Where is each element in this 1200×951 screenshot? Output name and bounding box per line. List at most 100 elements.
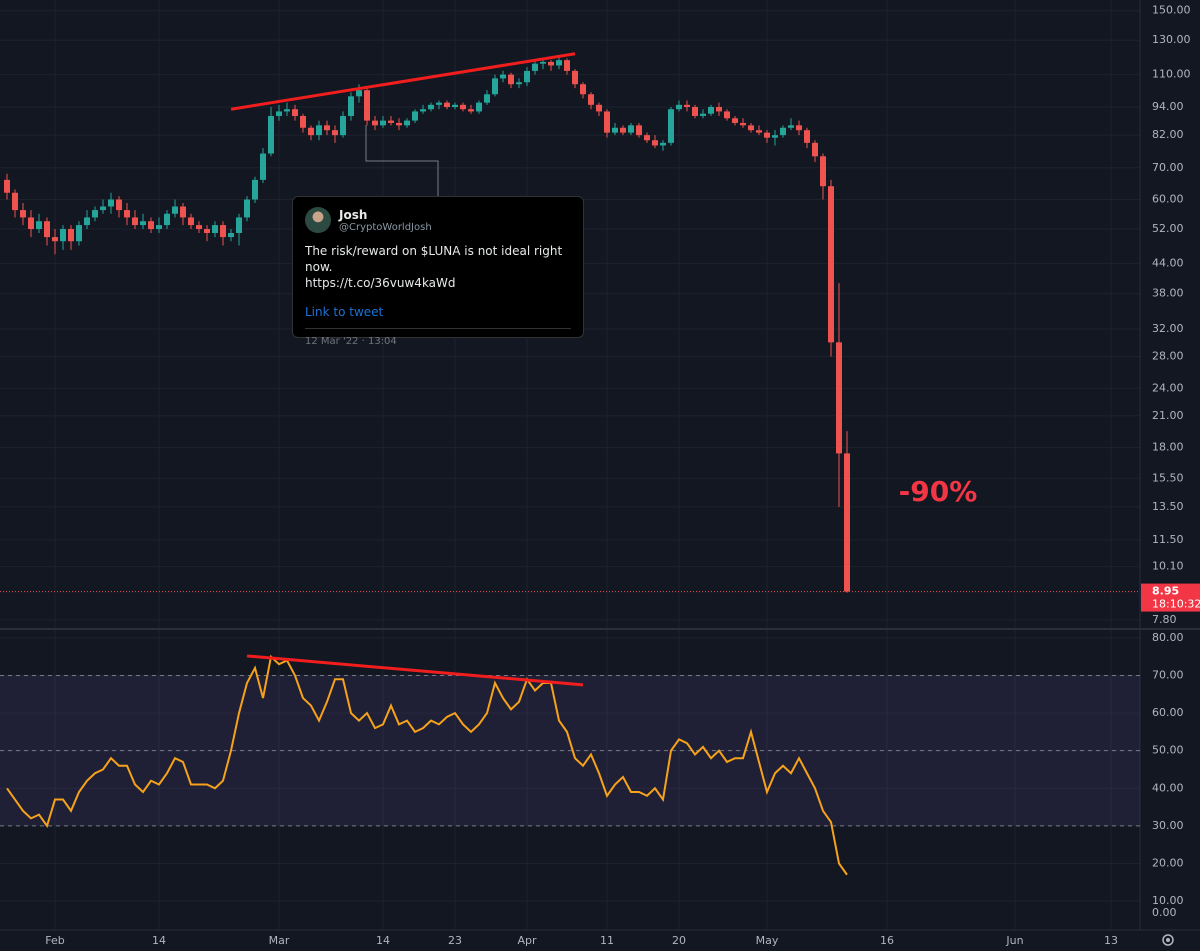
- tweet-url[interactable]: https://t.co/36vuw4kaWd: [305, 276, 456, 290]
- y-tick-label: 82.00: [1152, 128, 1184, 141]
- candle-body: [620, 127, 626, 133]
- candle-body: [252, 179, 258, 200]
- tweet-connector: [365, 125, 439, 196]
- y-tick-label: 18.00: [1152, 441, 1184, 454]
- candle-body: [828, 186, 834, 343]
- y-tick-label: 10.10: [1152, 560, 1184, 573]
- x-tick-label: 14: [376, 934, 390, 947]
- x-tick-label: 13: [1104, 934, 1118, 947]
- candle-body: [460, 104, 466, 110]
- y-tick-label: 32.00: [1152, 322, 1184, 335]
- x-tick-label: Jun: [1005, 934, 1023, 947]
- x-tick-label: 16: [880, 934, 894, 947]
- candle-body: [500, 74, 506, 79]
- candle-body: [356, 90, 362, 97]
- candle-body: [44, 221, 50, 238]
- candle-body: [124, 210, 130, 218]
- candle-body: [652, 140, 658, 146]
- candle-body: [788, 125, 794, 128]
- candle-body: [236, 217, 242, 234]
- x-tick-label: Feb: [45, 934, 64, 947]
- candle-body: [284, 109, 290, 112]
- candle-body: [372, 120, 378, 126]
- y-tick-label: 13.50: [1152, 500, 1184, 513]
- candle-body: [772, 135, 778, 138]
- x-tick-label: Mar: [269, 934, 290, 947]
- last-price-box: [1141, 583, 1200, 612]
- candle-body: [820, 156, 826, 187]
- y-tick-label: 15.50: [1152, 471, 1184, 484]
- candle-body: [732, 118, 738, 123]
- trendline: [246, 654, 584, 687]
- candle-body: [524, 70, 530, 83]
- x-tick-label: 11: [600, 934, 614, 947]
- x-tick-label: Apr: [517, 934, 537, 947]
- candle-body: [540, 61, 546, 64]
- y-tick-label: 110.00: [1152, 68, 1191, 81]
- x-tick-label: 23: [448, 934, 462, 947]
- y-tick-label: 52.00: [1152, 222, 1184, 235]
- rsi-tick-label: 70.00: [1152, 668, 1184, 681]
- candle-body: [812, 142, 818, 157]
- candle-body: [716, 107, 722, 112]
- candle-body: [52, 237, 58, 242]
- candle-body: [308, 127, 314, 136]
- candle-body: [212, 225, 218, 234]
- avatar: [305, 207, 331, 233]
- rsi-tick-label: 40.00: [1152, 781, 1184, 794]
- candle-body: [692, 107, 698, 116]
- candle-body: [572, 70, 578, 85]
- candle-body: [132, 217, 138, 226]
- candle-body: [420, 109, 426, 112]
- candle-body: [628, 125, 634, 133]
- candle-body: [836, 342, 842, 454]
- candle-body: [380, 120, 386, 126]
- drop-annotation: -90%: [899, 475, 978, 508]
- candle-body: [844, 453, 850, 592]
- candle-body: [780, 127, 786, 136]
- y-tick-label: 60.00: [1152, 193, 1184, 206]
- candle-body: [468, 109, 474, 112]
- candle-body: [268, 115, 274, 154]
- y-tick-label: 24.00: [1152, 381, 1184, 394]
- tweet-link[interactable]: Link to tweet: [305, 305, 384, 319]
- y-tick-label: 21.00: [1152, 409, 1184, 422]
- tweet-card: Josh @CryptoWorldJosh The risk/reward on…: [292, 196, 584, 347]
- candle-body: [148, 221, 154, 230]
- candle-body: [404, 120, 410, 126]
- candle-body: [196, 225, 202, 230]
- candle-body: [156, 225, 162, 230]
- candle-body: [612, 127, 618, 133]
- candle-body: [108, 199, 114, 207]
- candle-body: [748, 125, 754, 131]
- candle-body: [388, 120, 394, 123]
- candle-body: [36, 221, 42, 230]
- settings-icon[interactable]: [1162, 934, 1174, 946]
- candle-body: [476, 102, 482, 112]
- candle-body: [436, 102, 442, 105]
- candle-body: [588, 94, 594, 105]
- candle-body: [76, 225, 82, 242]
- candle-body: [724, 111, 730, 119]
- candle-body: [740, 122, 746, 126]
- candle-body: [228, 233, 234, 238]
- candle-body: [316, 125, 322, 136]
- tweet-text: The risk/reward on $LUNA is not ideal ri…: [305, 244, 563, 274]
- y-tick-label: 28.00: [1152, 350, 1184, 363]
- candle-body: [20, 210, 26, 218]
- candle-body: [596, 104, 602, 112]
- tweet-author: Josh: [339, 207, 368, 222]
- y-tick-label: 130.00: [1152, 33, 1191, 46]
- trendline: [230, 52, 576, 111]
- candle-body: [700, 113, 706, 116]
- candle-body: [92, 210, 98, 218]
- candle-body: [764, 132, 770, 138]
- candle-body: [28, 217, 34, 230]
- candle-body: [140, 221, 146, 226]
- candle-body: [180, 206, 186, 218]
- x-tick-label: 20: [672, 934, 686, 947]
- candle-body: [220, 225, 226, 238]
- candle-body: [492, 78, 498, 95]
